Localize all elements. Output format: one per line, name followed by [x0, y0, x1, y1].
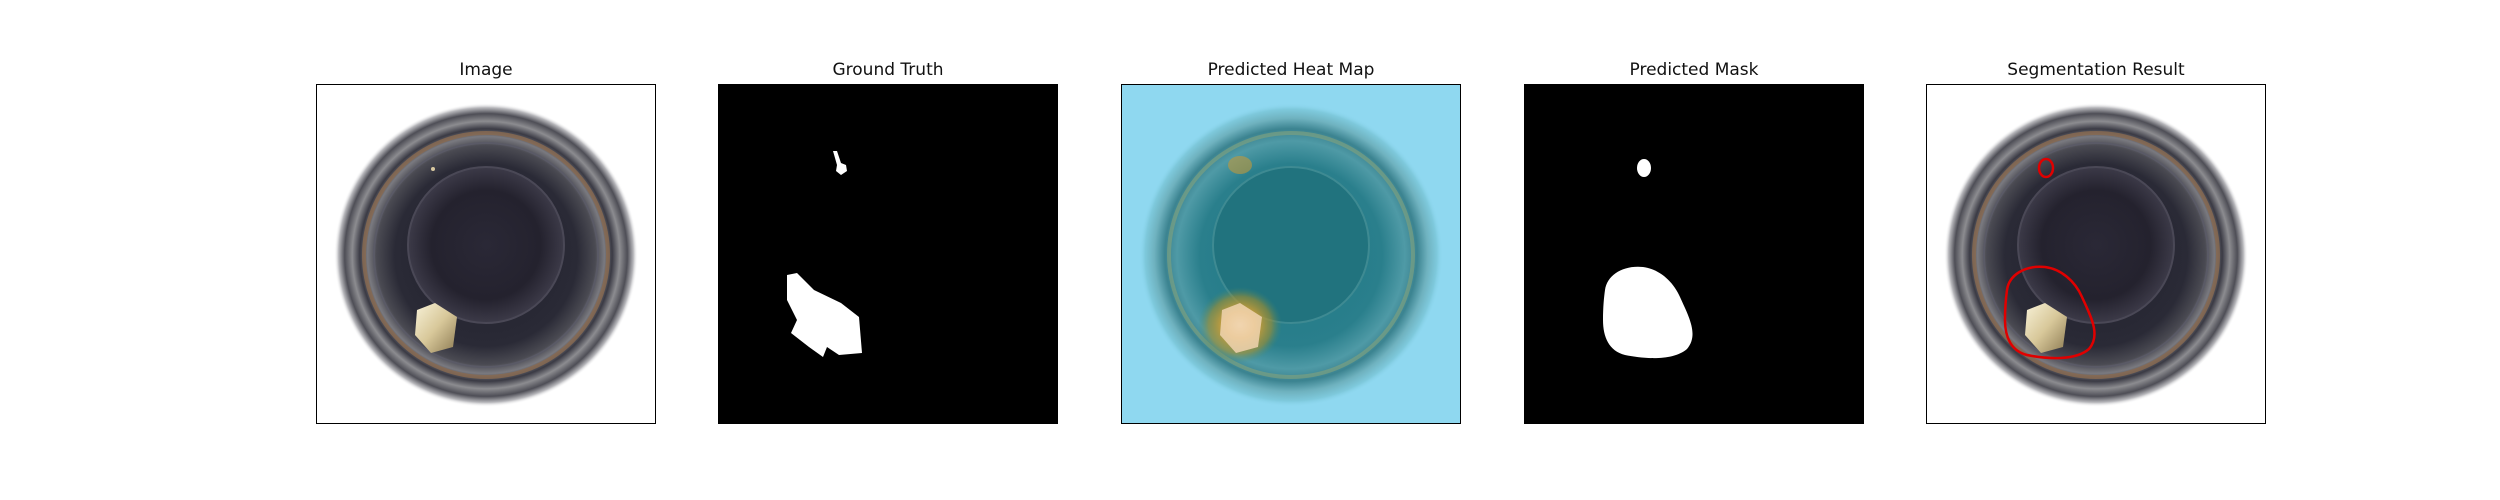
copper-ring — [1972, 131, 2220, 379]
panel-title: Image — [459, 60, 513, 80]
gt-blob-large — [787, 273, 862, 357]
contour-large — [2003, 265, 2096, 360]
defect-region — [415, 303, 457, 353]
image-frame — [316, 84, 656, 424]
inner-dark — [2018, 167, 2174, 323]
panel-title: Segmentation Result — [2007, 60, 2185, 80]
pred-blob-large — [1603, 266, 1693, 359]
defect-spot — [431, 167, 435, 171]
inner-edge — [2017, 166, 2175, 324]
panel-title: Predicted Mask — [1629, 60, 1759, 80]
contour-small — [2037, 157, 2055, 179]
heat-map-frame — [1121, 84, 1461, 424]
heat-defect — [1220, 303, 1262, 353]
ground-truth-mask — [719, 85, 1057, 423]
inner-dark — [408, 167, 564, 323]
pred-blob-small — [1637, 159, 1651, 177]
copper-ring — [362, 131, 610, 379]
mid-ring — [1983, 142, 2209, 368]
panel-title: Ground Truth — [832, 60, 944, 80]
heat-copper-ring — [1167, 131, 1415, 379]
panel-title: Predicted Heat Map — [1207, 60, 1375, 80]
heat-inner — [1213, 167, 1369, 323]
heat-inner-edge — [1212, 166, 1370, 324]
predicted-mask-frame — [1524, 84, 1864, 424]
inner-edge — [407, 166, 565, 324]
segmentation-image — [1927, 85, 2265, 423]
defect-region — [2025, 303, 2067, 353]
ground-truth-frame — [718, 84, 1058, 424]
heat-map — [1122, 85, 1460, 423]
predicted-mask — [1525, 85, 1863, 423]
mid-ring — [373, 142, 599, 368]
segmentation-frame — [1926, 84, 2266, 424]
bottle-image — [317, 85, 655, 423]
warm-spot — [1228, 156, 1252, 174]
gt-blob-small — [833, 151, 847, 175]
